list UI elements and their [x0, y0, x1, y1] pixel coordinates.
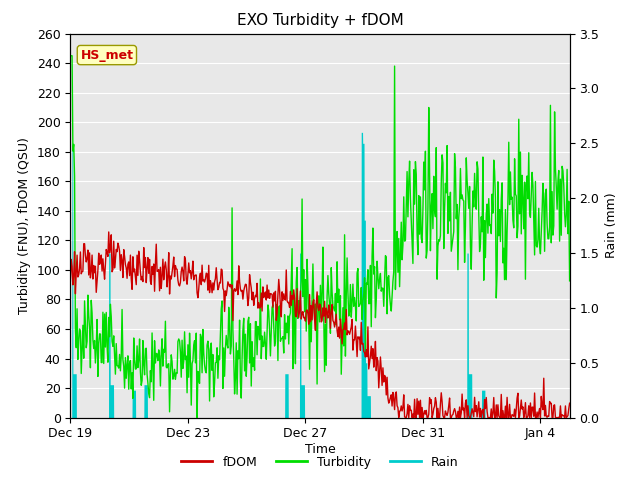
Title: EXO Turbidity + fDOM: EXO Turbidity + fDOM — [237, 13, 403, 28]
X-axis label: Time: Time — [305, 443, 335, 456]
Y-axis label: Rain (mm): Rain (mm) — [605, 193, 618, 258]
Legend: fDOM, Turbidity, Rain: fDOM, Turbidity, Rain — [176, 451, 464, 474]
Text: HS_met: HS_met — [81, 48, 133, 61]
Y-axis label: Turbidity (FNU), fDOM (QSU): Turbidity (FNU), fDOM (QSU) — [19, 137, 31, 314]
